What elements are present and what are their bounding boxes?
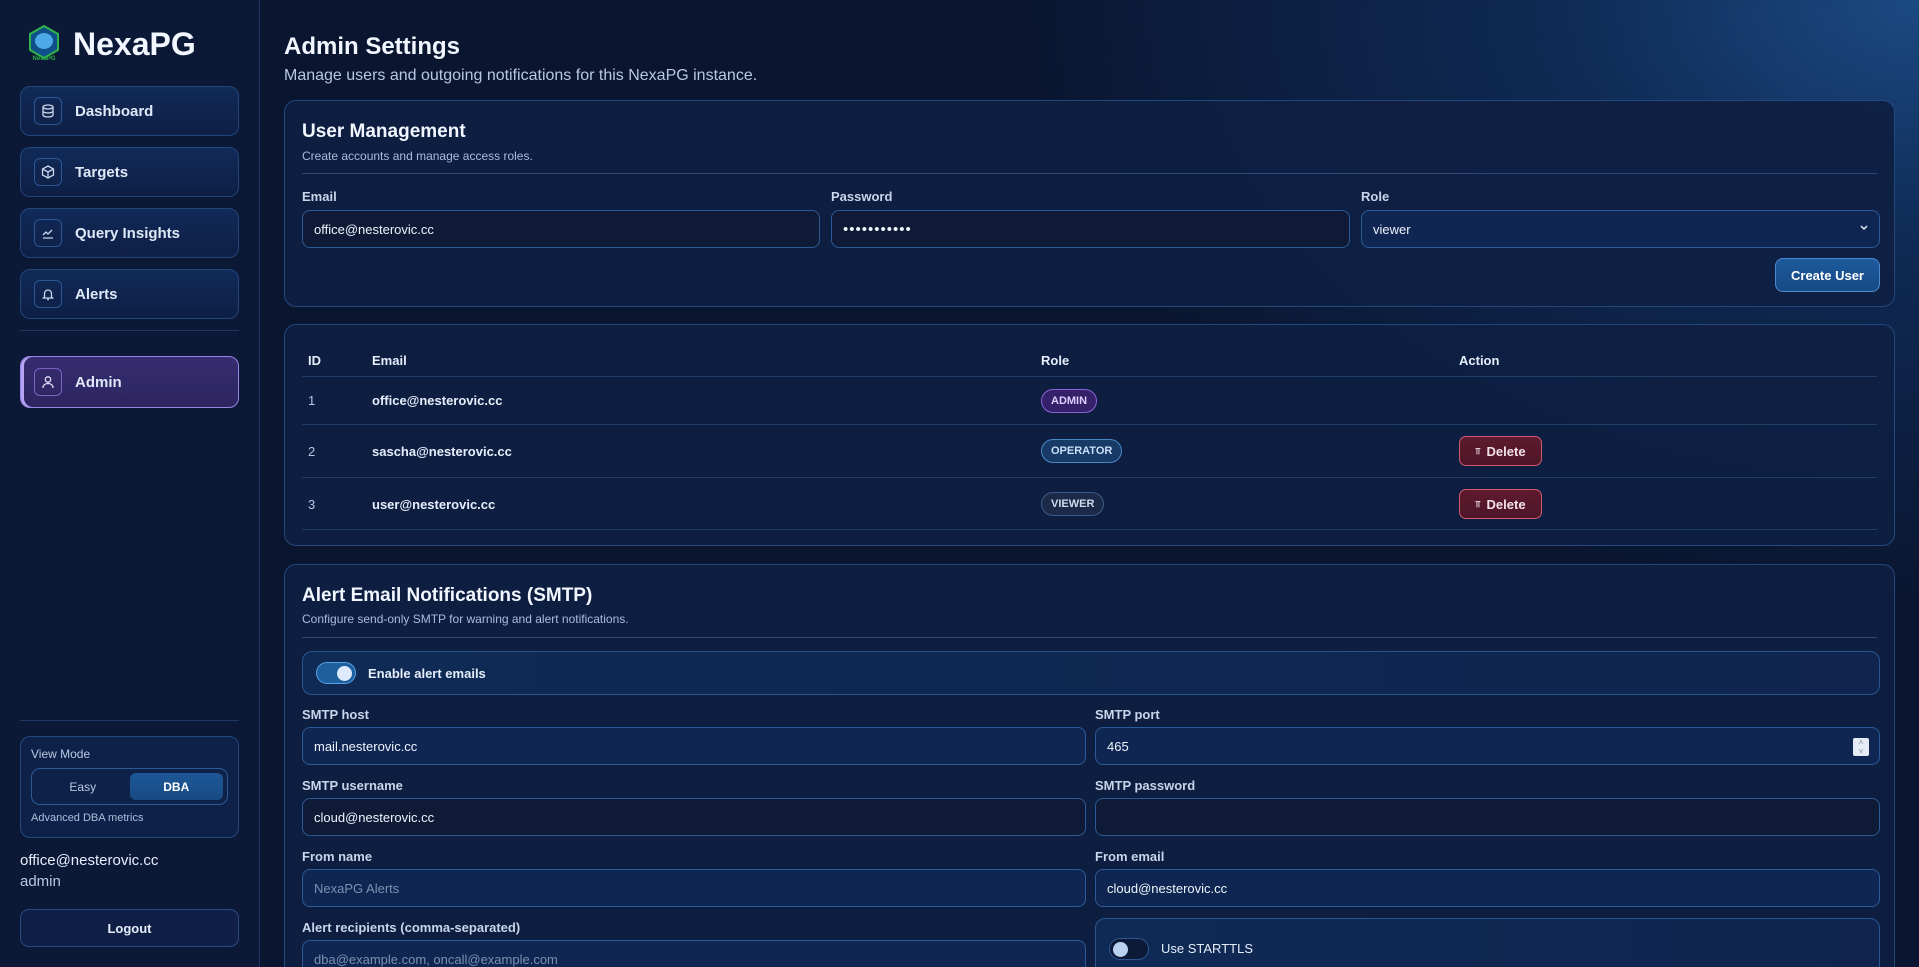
table-row: 3 user@nesterovic.cc VIEWER ⫪ Delete [302, 477, 1877, 530]
column-header-id: ID [308, 353, 321, 368]
view-mode-dba[interactable]: DBA [129, 773, 223, 800]
smtp-host-input[interactable]: mail.nesterovic.cc [302, 727, 1086, 765]
user-email: user@nesterovic.cc [372, 497, 496, 512]
view-mode-description: Advanced DBA metrics [31, 812, 144, 824]
smtp-password-input[interactable] [1095, 798, 1880, 836]
section-title: Alert Email Notifications (SMTP) [302, 585, 593, 606]
delete-user-button[interactable]: ⫪ Delete [1459, 489, 1542, 519]
smtp-username-input[interactable]: cloud@nesterovic.cc [302, 798, 1086, 836]
cube-icon [34, 158, 62, 186]
sidebar-item-query-insights[interactable]: Query Insights [20, 208, 239, 258]
smtp-port-label: SMTP port [1095, 707, 1160, 722]
view-mode-toggle: Easy DBA [31, 768, 228, 805]
app-title: NexaPG [73, 26, 196, 62]
section-subtitle: Configure send-only SMTP for warning and… [302, 612, 629, 626]
number-spinner-icon[interactable]: ˄ ˅ [1853, 738, 1869, 756]
smtp-host-label: SMTP host [302, 707, 369, 722]
sidebar-item-label: Dashboard [75, 102, 154, 120]
sidebar-item-targets[interactable]: Targets [20, 147, 239, 197]
user-email: office@nesterovic.cc [372, 393, 503, 408]
sidebar-item-dashboard[interactable]: Dashboard [20, 86, 239, 136]
smtp-password-label: SMTP password [1095, 778, 1196, 793]
starttls-row: Use STARTTLS [1095, 918, 1880, 967]
role-label: Role [1361, 189, 1390, 204]
starttls-label: Use STARTTLS [1161, 941, 1253, 956]
delete-user-button[interactable]: ⫪ Delete [1459, 436, 1542, 466]
role-badge: OPERATOR [1041, 439, 1123, 463]
current-user-email: office@nesterovic.cc [20, 852, 159, 869]
chevron-down-icon [1859, 221, 1869, 238]
enable-alert-emails-row: Enable alert emails [302, 651, 1880, 695]
password-label: Password [831, 189, 893, 204]
column-header-action: Action [1459, 353, 1500, 368]
new-user-email-input[interactable]: office@nesterovic.cc [302, 210, 820, 248]
delete-label: Delete [1486, 496, 1526, 512]
view-mode-title: View Mode [31, 747, 91, 761]
sidebar-item-label: Targets [75, 163, 129, 181]
column-header-role: Role [1041, 353, 1070, 368]
user-management-card: User Management Create accounts and mana… [284, 100, 1895, 307]
from-name-label: From name [302, 849, 373, 864]
sidebar-item-alerts[interactable]: Alerts [20, 269, 239, 319]
divider [302, 173, 1877, 174]
role-select[interactable]: viewer [1361, 210, 1880, 248]
user-icon [34, 368, 62, 396]
view-mode-panel: View Mode Easy DBA Advanced DBA metrics [20, 736, 239, 838]
smtp-card: Alert Email Notifications (SMTP) Configu… [284, 564, 1895, 967]
role-select-value: viewer [1373, 221, 1411, 237]
nexapg-logo: NexaPG [29, 25, 59, 61]
table-row: 2 sascha@nesterovic.cc OPERATOR ⫪ Delete [302, 424, 1877, 477]
section-title: User Management [302, 121, 466, 142]
sidebar-item-label: Query Insights [75, 224, 181, 242]
page-title: Admin Settings [284, 33, 461, 60]
create-user-button[interactable]: Create User [1775, 258, 1880, 292]
user-id: 2 [308, 444, 316, 459]
from-name-input[interactable]: NexaPG Alerts [302, 869, 1086, 907]
column-header-email: Email [372, 353, 407, 368]
new-user-password-input[interactable]: ••••••••••• [831, 210, 1350, 248]
current-user-role: admin [20, 873, 61, 890]
user-email: sascha@nesterovic.cc [372, 444, 512, 459]
delete-label: Delete [1486, 443, 1526, 459]
section-subtitle: Create accounts and manage access roles. [302, 149, 533, 163]
starttls-toggle[interactable] [1109, 938, 1149, 960]
from-email-label: From email [1095, 849, 1165, 864]
logout-button[interactable]: Logout [20, 909, 239, 947]
from-email-input[interactable]: cloud@nesterovic.cc [1095, 869, 1880, 907]
trash-icon: ⫪ [1475, 498, 1481, 509]
enable-alert-emails-label: Enable alert emails [368, 665, 486, 681]
recipients-input[interactable]: dba@example.com, oncall@example.com [302, 940, 1086, 967]
enable-alert-emails-toggle[interactable] [316, 662, 356, 684]
sidebar-divider [20, 330, 239, 331]
chart-line-icon [34, 219, 62, 247]
divider [302, 637, 1877, 638]
page-subtitle: Manage users and outgoing notifications … [284, 67, 758, 84]
recipients-label: Alert recipients (comma-separated) [302, 920, 521, 935]
user-id: 3 [308, 497, 316, 512]
table-row: 1 office@nesterovic.cc ADMIN [302, 376, 1877, 424]
sidebar: NexaPG NexaPG Dashboard Targets Query In… [0, 0, 260, 967]
bell-icon [34, 280, 62, 308]
users-table-card: ID Email Role Action 1 office@nesterovic… [284, 324, 1895, 546]
smtp-username-label: SMTP username [302, 778, 403, 793]
smtp-port-value: 465 [1107, 738, 1129, 754]
role-badge: ADMIN [1041, 389, 1098, 413]
email-label: Email [302, 189, 337, 204]
smtp-port-input[interactable]: 465 ˄ ˅ [1095, 727, 1880, 765]
trash-icon: ⫪ [1475, 445, 1481, 456]
sidebar-item-admin[interactable]: Admin [20, 356, 239, 408]
sidebar-item-label: Alerts [75, 285, 118, 303]
sidebar-item-label: Admin [75, 373, 122, 391]
role-badge: VIEWER [1041, 492, 1105, 516]
database-icon [34, 97, 62, 125]
svg-text:NexaPG: NexaPG [32, 56, 55, 61]
view-mode-easy[interactable]: Easy [69, 779, 97, 794]
sidebar-divider [20, 720, 239, 721]
user-id: 1 [308, 393, 316, 408]
